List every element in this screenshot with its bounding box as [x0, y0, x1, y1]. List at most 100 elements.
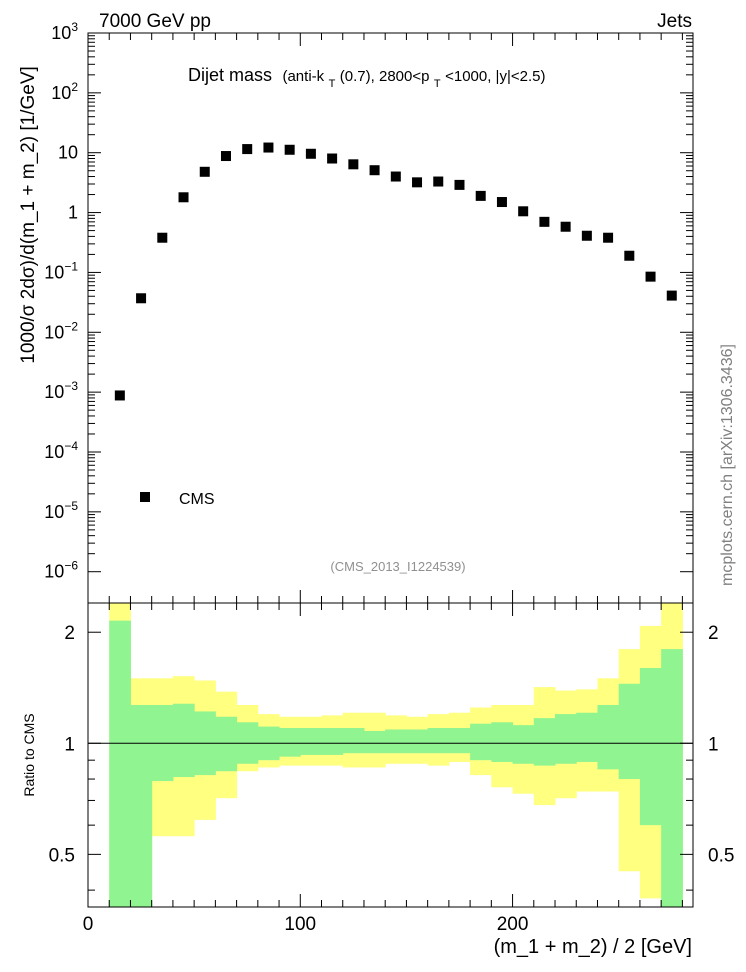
ratio-band-green	[363, 730, 386, 754]
ratio-axis-ticks	[88, 603, 693, 907]
plot-title-main: Dijet mass	[188, 65, 272, 85]
ratio-band-green	[597, 704, 620, 770]
main-y-tick-base: 10	[44, 562, 64, 582]
mcplots-side-label: mcplots.cern.ch [arXiv:1306.3436]	[719, 344, 736, 586]
main-y-tick-label: 10−5	[44, 499, 78, 522]
legend: CMS	[140, 491, 215, 508]
ratio-y-tick-label: 2	[64, 623, 75, 644]
ratio-band-green	[385, 729, 407, 754]
x-tick-label: 0	[83, 914, 94, 935]
data-point	[199, 166, 210, 177]
data-point	[220, 151, 231, 162]
legend-marker-cms	[140, 492, 150, 502]
main-y-tick-base: 10	[51, 23, 71, 43]
data-point	[666, 290, 677, 301]
ratio-band-green	[661, 649, 683, 907]
legend-label-cms: CMS	[179, 491, 215, 508]
main-y-tick-base: 10	[44, 262, 64, 282]
main-y-tick-label: 10	[58, 143, 78, 163]
x-tick-label: 200	[497, 914, 529, 935]
plot-title-sub-2: T	[434, 78, 441, 90]
ratio-y-tick-label: 0.5	[49, 845, 75, 866]
main-y-tick-exponent: −3	[64, 379, 78, 393]
ratio-y-tick-label: 1	[64, 734, 75, 755]
data-point	[603, 232, 614, 243]
main-y-tick-exponent: −2	[64, 319, 78, 333]
main-y-tick-exponent: 3	[71, 20, 78, 34]
ratio-band-green	[533, 718, 556, 766]
ratio-band-green	[300, 728, 323, 755]
main-y-tick-exponent: −6	[64, 559, 78, 573]
main-y-tick-label: 10−2	[44, 319, 78, 342]
data-point	[581, 230, 592, 241]
main-y-tick-label: 103	[51, 20, 78, 43]
ratio-y-tick-label-right: 1	[708, 734, 719, 755]
ratio-band-green	[321, 728, 344, 755]
main-y-tick-label: 1	[68, 203, 78, 223]
ratio-plot-frame	[87, 602, 694, 908]
data-point	[475, 190, 486, 201]
ratio-band-green	[470, 723, 492, 761]
ratio-band-green	[491, 722, 514, 762]
data-point	[390, 171, 401, 182]
plot-title-sub-1: T	[329, 78, 336, 90]
main-y-tick-exponent: −5	[64, 499, 78, 513]
main-y-tick-base: 10	[44, 382, 64, 402]
data-point	[157, 232, 168, 243]
data-point	[645, 271, 656, 282]
ratio-y-axis-label: Ratio to CMS	[21, 713, 37, 796]
ratio-band-green	[555, 714, 577, 764]
data-point	[114, 390, 125, 401]
data-point	[136, 293, 147, 304]
ratio-y-tick-labels: 0.5 0.5 1 1 2 2	[49, 623, 735, 866]
ratio-panel: 0.5 0.5 1 1 2 2 0 100 200 Ratio to CMS (m_1 + m…	[21, 602, 735, 958]
analysis-id: (CMS_2013_I1224539)	[330, 559, 465, 574]
ratio-uncertainty-bands	[109, 603, 683, 907]
ratio-band-green	[109, 620, 131, 907]
ratio-band-green	[639, 667, 662, 826]
data-point	[327, 153, 338, 164]
plot-title-detail-3: <1000, |y|<2.5)	[445, 68, 545, 85]
plot-title-detail-2: (0.7), 2800<p	[340, 68, 430, 85]
x-axis-label: (m_1 + m_2) / 2 [GeV]	[494, 936, 692, 958]
main-y-tick-exponent: 2	[71, 80, 78, 94]
main-y-tick-label: 10−1	[44, 259, 78, 282]
ratio-band-green	[618, 683, 641, 780]
ratio-band-green	[427, 728, 450, 754]
ratio-band-green	[215, 716, 238, 772]
plot-title-detail-1: (anti-k	[282, 68, 324, 85]
main-y-tick-label: 10−6	[44, 559, 78, 582]
data-point	[284, 144, 295, 155]
data-point	[496, 197, 507, 208]
main-y-tick-exponent: −4	[64, 439, 78, 453]
ratio-x-tick-labels: 0 100 200	[83, 914, 529, 935]
data-point	[242, 144, 253, 155]
data-point	[518, 206, 529, 217]
main-y-tick-base: 10	[44, 322, 64, 342]
plot-title: Dijet mass (anti-k T (0.7), 2800<p T <10…	[188, 65, 545, 91]
data-point	[624, 250, 635, 261]
process-label: Jets	[657, 11, 692, 32]
data-point	[263, 142, 274, 153]
cms-data-series	[114, 142, 677, 401]
ratio-y-tick-label-right: 2	[708, 623, 719, 644]
data-point	[412, 177, 423, 188]
ratio-band-green	[576, 712, 598, 762]
data-point	[454, 179, 465, 190]
ratio-band-green	[279, 728, 301, 757]
x-tick-label: 100	[284, 914, 316, 935]
ratio-band-green	[406, 729, 429, 754]
main-y-tick-base: 10	[44, 502, 64, 522]
ratio-band-green	[512, 725, 535, 764]
ratio-band-green	[448, 728, 471, 754]
energy-label: 7000 GeV pp	[99, 11, 211, 32]
data-point	[178, 192, 189, 203]
main-y-tick-base: 10	[44, 442, 64, 462]
data-point	[560, 221, 571, 232]
ratio-band-green	[130, 704, 153, 907]
ratio-band-green	[172, 703, 195, 778]
main-y-tick-label: 10−3	[44, 379, 78, 402]
